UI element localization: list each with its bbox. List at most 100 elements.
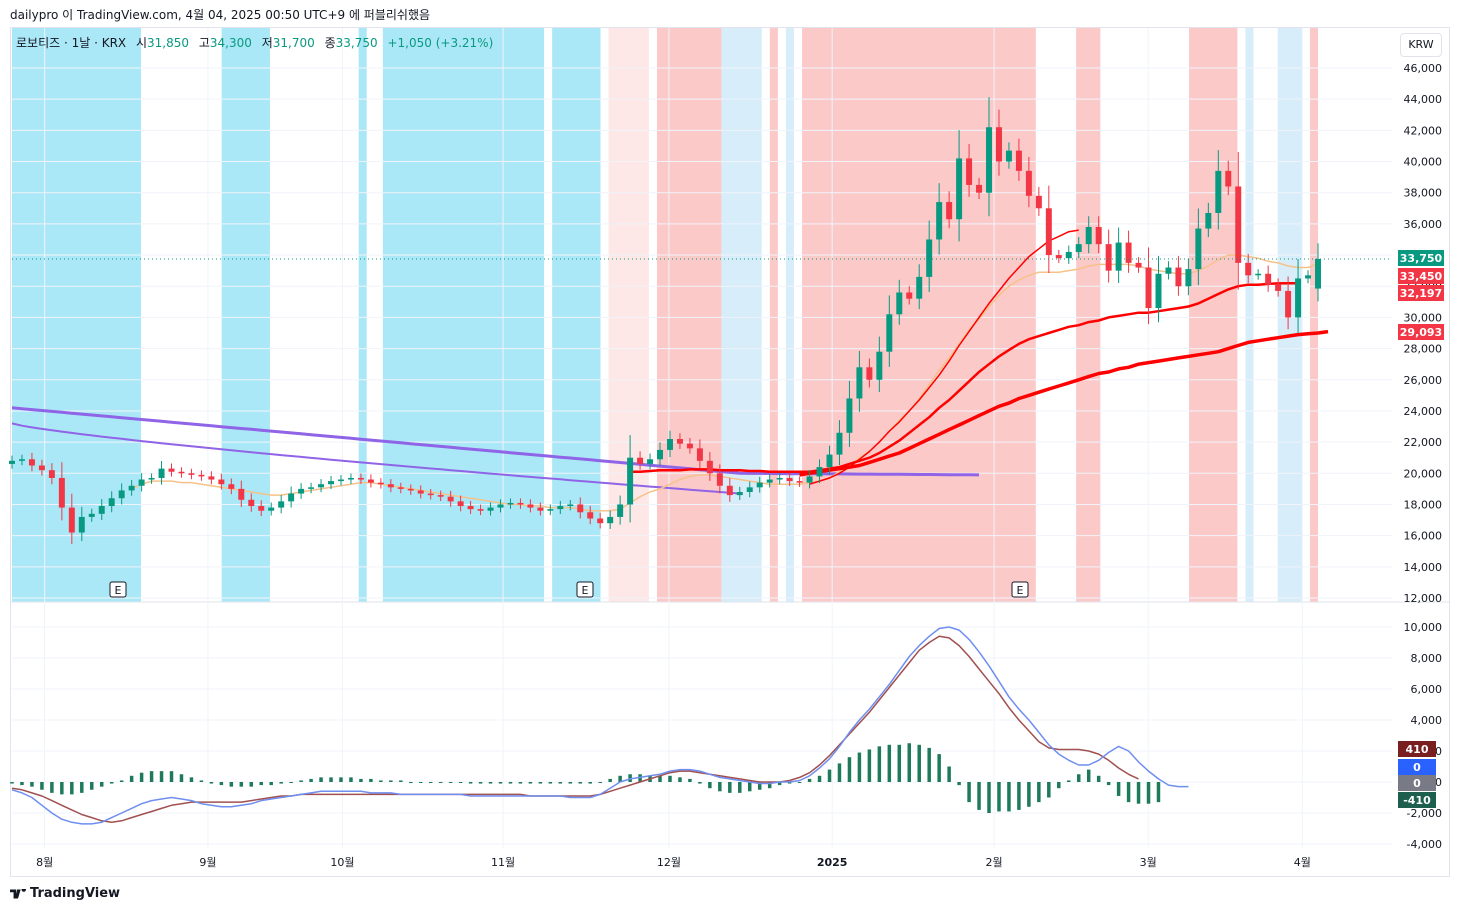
macd-histogram-bar [817, 775, 822, 782]
earnings-marker-label: E [1017, 584, 1024, 597]
candle-body [1105, 244, 1112, 271]
macd-histogram-bar [428, 782, 433, 783]
price-tick-label: 22,000 [1404, 436, 1443, 449]
macd-histogram-bar [1047, 782, 1051, 798]
macd-histogram-bar [967, 782, 971, 803]
candle-body [706, 460, 713, 474]
macd-label-text: 0 [1413, 761, 1421, 774]
macd-histogram-bar [80, 782, 84, 793]
price-tick-label: 42,000 [1404, 124, 1443, 137]
currency-button[interactable]: KRW [1400, 33, 1442, 57]
tradingview-logo[interactable]: TradingView [10, 886, 120, 901]
macd-histogram-bar [279, 782, 283, 784]
earnings-marker-label: E [582, 584, 589, 597]
candle-body [856, 367, 863, 399]
macd-histogram-bar [289, 782, 293, 783]
high-value: 34,300 [209, 36, 252, 50]
background-bands [12, 28, 1318, 602]
macd-histogram-bar [409, 782, 413, 783]
candle-body [1235, 186, 1242, 263]
macd-histogram-bar [1126, 782, 1131, 803]
candle-body [1095, 227, 1102, 245]
macd-histogram-bar [728, 782, 732, 793]
macd-histogram-bar [887, 744, 892, 782]
candle-body [846, 398, 853, 433]
candle-body [1025, 170, 1032, 196]
candle-body [248, 499, 255, 507]
macd-histogram-bar [109, 782, 114, 784]
macd-histogram-bar [678, 777, 682, 782]
macd-histogram-bar [159, 771, 164, 782]
candle-body [18, 459, 25, 461]
symbol-name[interactable]: 로보티즈 · 1날 · KRX [16, 36, 127, 50]
candle-body [328, 481, 335, 485]
candle-body [477, 509, 484, 511]
candle-body [28, 459, 35, 466]
candle-body [1155, 273, 1162, 309]
candle-body [906, 292, 913, 299]
candle-body [876, 351, 883, 380]
macd-histogram-bar [1096, 775, 1101, 782]
macd-histogram-bar [568, 782, 573, 784]
macd-histogram-bar [319, 777, 323, 782]
macd-histogram-bar [199, 780, 204, 782]
macd-histogram-bar [738, 782, 742, 793]
price-tick-label: 38,000 [1404, 187, 1443, 200]
macd-histogram-bar [1156, 782, 1161, 803]
earnings-marker-box[interactable] [109, 581, 127, 598]
candle-body [916, 276, 923, 299]
candle-body [1185, 269, 1192, 287]
open-label: 시 [135, 36, 148, 50]
macd-histogram-bar [538, 782, 543, 784]
candle-body [1055, 255, 1062, 259]
candle-body [1115, 242, 1122, 271]
macd-histogram-bar [668, 775, 672, 782]
candle-body [527, 504, 534, 508]
candle-body [78, 516, 85, 533]
candle-body [178, 471, 185, 474]
macd-histogram-bar [70, 782, 74, 795]
candle-body [587, 512, 594, 519]
macd-signal-line [11, 635, 1139, 824]
macd-histogram-bar [927, 747, 931, 782]
background-band [1189, 28, 1238, 602]
macd-histogram-bar [797, 782, 802, 783]
price-label-text: 33,450 [1400, 270, 1443, 283]
macd-tick-label: 0 [1435, 776, 1442, 789]
time-tick-label: 9월 [199, 856, 216, 869]
macd-label-text: -410 [1403, 794, 1431, 807]
candle-body [1035, 195, 1042, 209]
macd-histogram-bar [658, 775, 662, 782]
price-tick-label: 40,000 [1404, 156, 1443, 169]
candle-body [657, 449, 664, 460]
candle-body [567, 504, 574, 507]
time-tick-label: 11월 [491, 856, 515, 869]
candle-body [1175, 267, 1182, 287]
earnings-marker-box[interactable] [1011, 581, 1029, 598]
macd-histogram-bar [807, 778, 812, 782]
macd-histogram-bar [847, 757, 852, 782]
candle-body [1265, 273, 1272, 285]
candle-body [1315, 258, 1321, 289]
price-tick-label: 30,000 [1404, 311, 1443, 324]
macd-histogram-bar [209, 782, 214, 784]
background-band [382, 28, 545, 602]
candle-body [1285, 290, 1292, 318]
candle-body [796, 481, 803, 483]
candle-body [168, 468, 175, 472]
macd-histogram-bar [219, 782, 224, 786]
macd-histogram-bar [478, 782, 483, 784]
macd-histogram-bar [339, 777, 343, 782]
candle-body [1045, 208, 1052, 256]
candle-body [1125, 242, 1132, 263]
macd-histogram-bar [20, 782, 24, 786]
macd-tick-label: 4,000 [1411, 714, 1443, 727]
macd-histogram-bar [249, 782, 254, 787]
macd-histogram-bar [419, 782, 423, 783]
time-tick-label: 2월 [986, 856, 1003, 869]
macd-label-box [1398, 775, 1436, 791]
candle-body [68, 507, 75, 533]
earnings-marker-box[interactable] [576, 581, 594, 598]
candle-body [158, 468, 165, 478]
